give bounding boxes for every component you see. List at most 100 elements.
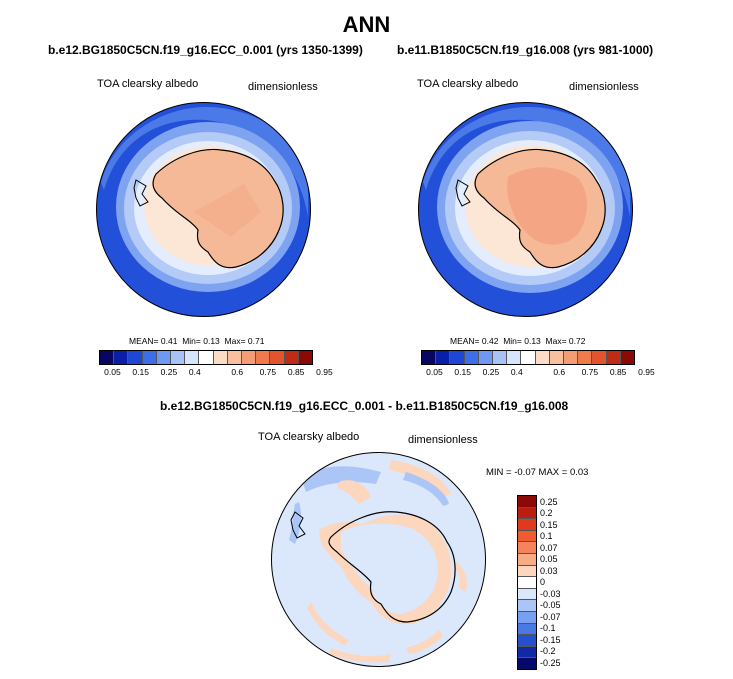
colorbar-tick-label: 0.25	[160, 367, 178, 377]
panel2-colorbar	[421, 350, 635, 365]
colorbar-swatch	[620, 351, 635, 364]
colorbar-swatch	[518, 519, 536, 531]
colorbar-tick-label: -0.03	[540, 588, 561, 599]
colorbar-swatch	[518, 611, 536, 624]
panel2-polar-map	[418, 102, 633, 317]
panel1-mean-label: MEAN=	[129, 336, 159, 346]
colorbar-tick-label: 0.4	[510, 367, 523, 377]
colorbar-tick-label: 0.6	[231, 367, 244, 377]
colorbar-swatch	[128, 351, 143, 364]
panel2-min-label: Min=	[503, 336, 522, 346]
panel2-mean-value: 0.42	[481, 336, 499, 346]
colorbar-swatch	[422, 351, 437, 364]
panel1-mean-value: 0.41	[160, 336, 178, 346]
colorbar-swatch	[592, 351, 607, 364]
colorbar-swatch	[518, 565, 536, 578]
colorbar-swatch	[256, 351, 271, 364]
colorbar-tick-label: 0.2	[540, 508, 553, 519]
colorbar-swatch	[518, 658, 536, 669]
colorbar-tick-label: -0.2	[540, 646, 556, 657]
colorbar-tick-label: 0.95	[316, 367, 333, 377]
panel1-polar-map	[96, 102, 311, 317]
colorbar-swatch	[464, 351, 479, 364]
colorbar-swatch	[518, 496, 536, 508]
colorbar-tick-label: 0.75	[259, 367, 277, 377]
panel2-min-value: 0.13	[524, 336, 541, 346]
colorbar-tick-label: -0.05	[540, 600, 561, 611]
difference-colorbar	[517, 495, 537, 670]
colorbar-swatch	[518, 646, 536, 659]
colorbar-tick-label: 0.1	[540, 531, 553, 542]
colorbar-swatch	[518, 623, 536, 636]
panel1-colorbar-labels: 0.05 0.15 0.25 0.4 0.6 0.75 0.85 0.95	[99, 367, 333, 379]
panel1-colorbar	[99, 350, 313, 365]
colorbar-tick-label: -0.25	[540, 657, 561, 668]
colorbar-tick-label: 0.95	[638, 367, 655, 377]
colorbar-tick-label: 0.75	[581, 367, 599, 377]
colorbar-tick-label: -0.1	[540, 623, 556, 634]
colorbar-tick-label: 0.03	[540, 565, 558, 576]
colorbar-tick-label: 0.6	[553, 367, 566, 377]
colorbar-tick-label: -0.07	[540, 611, 561, 622]
panel1-max-value: 0.71	[247, 336, 265, 346]
panel2-mean-label: MEAN=	[450, 336, 480, 346]
difference-polar-map	[271, 452, 486, 667]
colorbar-swatch	[100, 351, 115, 364]
colorbar-tick-label: 0.85	[287, 367, 305, 377]
colorbar-swatch	[114, 351, 129, 364]
colorbar-swatch	[142, 351, 157, 364]
panel2-max-value: 0.72	[568, 336, 586, 346]
colorbar-tick-label: 0.4	[188, 367, 201, 377]
panel1-units-label: dimensionless	[248, 81, 318, 93]
colorbar-tick-label: 0.05	[104, 367, 121, 377]
colorbar-tick-label: 0.25	[482, 367, 500, 377]
colorbar-swatch	[564, 351, 579, 364]
difference-colorbar-labels: 0.25 0.2 0.15 0.1 0.07 0.05 0.03 0 -0.03 -0.05 -0.…	[540, 495, 580, 668]
panel2-variable-label: TOA clearsky albedo	[417, 78, 519, 90]
colorbar-swatch	[450, 351, 465, 364]
colorbar-tick-label: 0.85	[609, 367, 627, 377]
colorbar-swatch	[298, 351, 313, 364]
colorbar-tick-label: 0.25	[540, 496, 558, 507]
colorbar-tick-label: 0.05	[540, 554, 558, 565]
colorbar-tick-label: -0.15	[540, 634, 561, 645]
panel1-max-label: Max=	[224, 336, 246, 346]
colorbar-swatch	[518, 553, 536, 566]
colorbar-swatch	[284, 351, 299, 364]
colorbar-tick-label: 0	[540, 577, 546, 588]
colorbar-swatch	[436, 351, 451, 364]
colorbar-tick-label: 0.07	[540, 542, 558, 553]
colorbar-swatch	[227, 351, 243, 364]
panel2-max-label: Max=	[545, 336, 567, 346]
colorbar-swatch	[478, 351, 494, 364]
colorbar-swatch	[242, 351, 257, 364]
colorbar-swatch	[535, 351, 550, 364]
difference-title: b.e12.BG1850C5CN.f19_g16.ECC_0.001 - b.e…	[160, 399, 569, 413]
difference-variable-label: TOA clearsky albedo	[258, 431, 360, 443]
panel1-variable-label: TOA clearsky albedo	[97, 78, 199, 90]
colorbar-swatch	[518, 635, 536, 647]
panel2-case-title: b.e11.B1850C5CN.f19_g16.008 (yrs 981-100…	[397, 43, 654, 57]
difference-minmax: MIN = -0.07 MAX = 0.03	[486, 467, 589, 478]
colorbar-swatch	[521, 351, 536, 364]
colorbar-swatch	[518, 600, 536, 612]
colorbar-swatch	[578, 351, 593, 364]
colorbar-swatch	[518, 577, 536, 589]
colorbar-swatch	[518, 530, 536, 543]
colorbar-swatch	[156, 351, 172, 364]
page-title: ANN	[342, 12, 391, 37]
colorbar-tick-label: 0.15	[540, 519, 558, 530]
colorbar-swatch	[213, 351, 228, 364]
panel1-min-label: Min=	[182, 336, 201, 346]
colorbar-swatch	[270, 351, 285, 364]
colorbar-swatch	[199, 351, 214, 364]
colorbar-tick-label: 0.05	[426, 367, 443, 377]
panel1-case-title: b.e12.BG1850C5CN.f19_g16.ECC_0.001 (yrs …	[48, 43, 363, 57]
colorbar-swatch	[518, 507, 536, 520]
colorbar-swatch	[493, 351, 508, 364]
colorbar-swatch	[185, 351, 200, 364]
panel2-colorbar-labels: 0.05 0.15 0.25 0.4 0.6 0.75 0.85 0.95	[421, 367, 655, 379]
colorbar-swatch	[518, 588, 536, 601]
colorbar-swatch	[171, 351, 186, 364]
difference-units-label: dimensionless	[408, 434, 478, 446]
